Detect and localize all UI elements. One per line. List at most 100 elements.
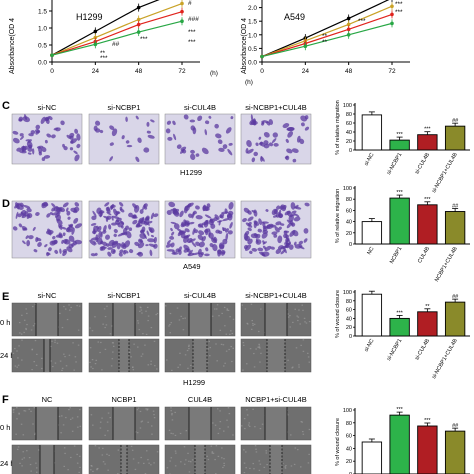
y-tick-label: 20	[346, 139, 352, 145]
y-tick-label: 20	[346, 231, 352, 237]
significance-mark: ***	[424, 127, 431, 133]
panel-d-letter: D	[2, 198, 10, 210]
significance-mark: ***	[424, 418, 431, 424]
transwell-image	[11, 113, 83, 165]
bar	[444, 301, 466, 337]
significance-mark: ***	[424, 197, 431, 203]
bar-category-label: NC	[366, 246, 375, 256]
significance-mark: #	[188, 0, 192, 7]
transwell-image	[164, 200, 236, 259]
column-header: NCBP1+si-CUL4B	[245, 395, 306, 404]
bar	[444, 125, 466, 151]
bar	[389, 414, 410, 474]
panel-f-wound-healing-a549: F NC NCBP1 CUL4B NCBP1+si-CUL4B 0 h 24 h 0 20…	[0, 394, 470, 474]
significance-mark: **	[425, 304, 430, 310]
column-header: si-NCBP1+CUL4B	[245, 291, 306, 300]
x-tick-label: 48	[135, 68, 143, 75]
bar-chart-ylabel: % of relative migration	[335, 100, 341, 154]
panel-b-ylabel: Absorbance(OD 4	[241, 18, 248, 74]
data-point	[346, 22, 351, 27]
series-line	[261, 13, 393, 58]
row-label: 0 h	[0, 423, 10, 432]
bar-category-label: si-NC	[364, 338, 376, 353]
panel-b-cell-label: A549	[284, 12, 305, 22]
y-tick-label: 60	[346, 208, 352, 214]
panel-d-caption: A549	[183, 262, 201, 271]
y-tick-label: 60	[346, 434, 352, 440]
y-tick-label: 0	[349, 148, 352, 154]
significance-mark: ###	[188, 16, 199, 23]
significance-mark: **	[100, 50, 106, 57]
data-point	[50, 53, 54, 57]
data-point	[136, 5, 141, 10]
bar-category-label: NCBP1	[389, 246, 403, 265]
bar-category-label: si-NCBP1	[386, 338, 403, 362]
wound-image	[164, 338, 236, 373]
bar	[417, 425, 438, 474]
y-tick-label: 80	[346, 299, 352, 305]
significance-mark: ***	[396, 407, 403, 413]
x-tick-label: 72	[178, 68, 186, 75]
wound-image	[240, 444, 312, 474]
wound-image	[88, 338, 160, 373]
y-tick-label: 0.5	[38, 43, 47, 50]
data-point	[136, 22, 141, 27]
significance-mark: ***	[358, 18, 366, 25]
column-header: si-NCBP1+CUL4B	[245, 103, 306, 112]
wound-image	[88, 444, 160, 474]
significance-mark: ***	[395, 9, 403, 16]
panel-b-x-unit: (h)	[245, 79, 253, 86]
x-tick-label: 24	[92, 68, 100, 75]
y-tick-label: 40	[346, 316, 352, 322]
series-line	[261, 5, 393, 58]
x-tick-label: 72	[388, 68, 396, 75]
transwell-image	[11, 200, 83, 259]
transwell-image	[240, 200, 312, 259]
y-tick-label: 1.0	[248, 32, 257, 39]
bar	[389, 317, 410, 337]
y-tick-label: 0	[349, 472, 352, 474]
data-point	[93, 35, 98, 40]
significance-mark: ***	[100, 55, 108, 62]
y-tick-label: 20	[346, 459, 352, 465]
column-header: CUL4B	[188, 395, 212, 404]
series-line	[51, 20, 183, 56]
x-tick-label: 24	[302, 68, 310, 75]
bar-chart-ylabel: % of wound closure	[335, 290, 341, 338]
significance-mark: ***	[140, 36, 148, 43]
significance-mark: ##	[452, 118, 459, 124]
row-label: 24 h	[0, 351, 15, 360]
significance-mark: ##	[452, 294, 459, 300]
panel-e-letter: E	[2, 291, 9, 303]
bar	[361, 114, 383, 151]
y-tick-label: 0.5	[248, 46, 257, 53]
y-tick-label: 1.0	[38, 26, 47, 33]
panel-e-caption: H1299	[183, 378, 205, 387]
wound-image	[240, 302, 312, 337]
panel-c-transwell-h1299: C si-NC si-NCBP1 si-CUL4B si-NCBP1+CUL4B H1…	[2, 100, 470, 194]
y-tick-label: 100	[343, 290, 352, 296]
bar-category-label: si-CUL4B	[414, 152, 431, 176]
bar-category-label: CUL4B	[417, 246, 431, 265]
data-point	[93, 29, 98, 34]
column-header: si-NC	[38, 103, 57, 112]
column-header: si-CUL4B	[184, 103, 216, 112]
panel-a-cell-label: H1299	[76, 12, 103, 22]
wound-image	[164, 444, 236, 474]
data-point	[260, 54, 264, 59]
data-point	[93, 42, 98, 47]
y-tick-label: 0	[349, 334, 352, 340]
bar	[389, 197, 410, 245]
y-tick-label: 40	[346, 220, 352, 226]
significance-mark: ##	[452, 204, 459, 210]
y-tick-label: 0	[349, 242, 352, 248]
row-label: 0 h	[0, 318, 10, 327]
wound-image	[164, 302, 236, 337]
significance-mark: ***	[188, 39, 196, 46]
significance-mark: **	[322, 33, 328, 40]
series-line	[51, 11, 183, 56]
y-tick-label: 40	[346, 130, 352, 136]
panel-d-transwell-a549: D A549 0 20 40 60 80 100% of relative migrati…	[2, 186, 470, 283]
significance-mark: ***	[396, 190, 403, 196]
x-tick-label: 0	[50, 68, 54, 75]
